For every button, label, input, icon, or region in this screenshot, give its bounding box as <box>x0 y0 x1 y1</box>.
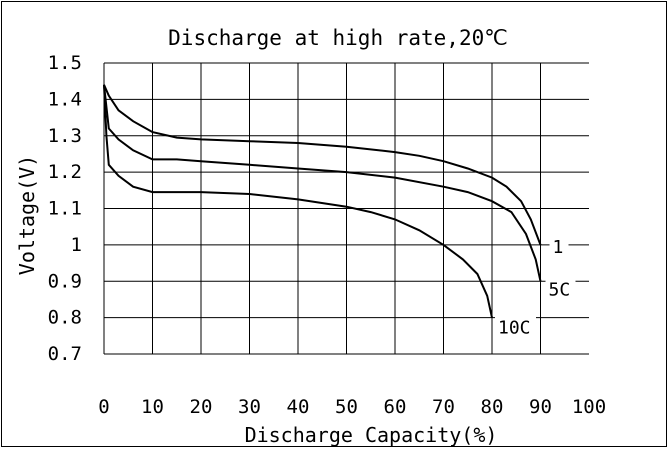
x-tick-label: 70 <box>432 396 455 418</box>
y-tick-label: 0.9 <box>48 270 82 292</box>
y-tick-label: 1.1 <box>48 198 82 220</box>
series-label: 1 <box>553 237 564 258</box>
x-tick-label: 60 <box>384 396 407 418</box>
x-tick-labels: 0 10 20 30 40 50 60 70 80 90 100 <box>98 396 606 418</box>
x-tick-label: 50 <box>335 396 358 418</box>
x-tick-label: 20 <box>190 396 213 418</box>
y-tick-label: 1 <box>71 234 82 256</box>
y-tick-label: 1.4 <box>48 88 82 110</box>
x-tick-label: 100 <box>572 396 606 418</box>
x-axis-label: Discharge Capacity(%) <box>245 423 498 447</box>
x-tick-label: 80 <box>481 396 504 418</box>
series-line <box>103 84 542 282</box>
series-label: 5C <box>549 279 571 300</box>
series-label: 10C <box>498 318 531 339</box>
series-line <box>103 84 542 246</box>
y-tick-label: 0.7 <box>48 343 82 365</box>
y-tick-label: 1.2 <box>48 161 82 183</box>
plot-grid <box>103 62 589 355</box>
x-tick-label: 40 <box>287 396 310 418</box>
series-line <box>103 84 493 318</box>
x-tick-label: 0 <box>98 396 109 418</box>
y-tick-labels: 1.5 1.4 1.3 1.2 1.1 1 0.9 0.8 0.7 <box>48 52 82 365</box>
series-label-bg <box>549 235 569 258</box>
x-tick-label: 30 <box>238 396 261 418</box>
x-tick-label: 10 <box>141 396 164 418</box>
series-labels: 1 5C 10C <box>495 235 576 339</box>
series-label-bg <box>495 316 536 339</box>
y-tick-label: 1.5 <box>48 52 82 74</box>
curves <box>103 84 542 318</box>
y-axis-label: Voltage(V) <box>15 155 39 275</box>
series-label-bg <box>545 278 576 301</box>
y-tick-label: 1.3 <box>48 125 82 147</box>
chart-title: Discharge at high rate,20℃ <box>168 26 508 50</box>
x-tick-label: 90 <box>529 396 552 418</box>
y-tick-label: 0.8 <box>48 307 82 329</box>
